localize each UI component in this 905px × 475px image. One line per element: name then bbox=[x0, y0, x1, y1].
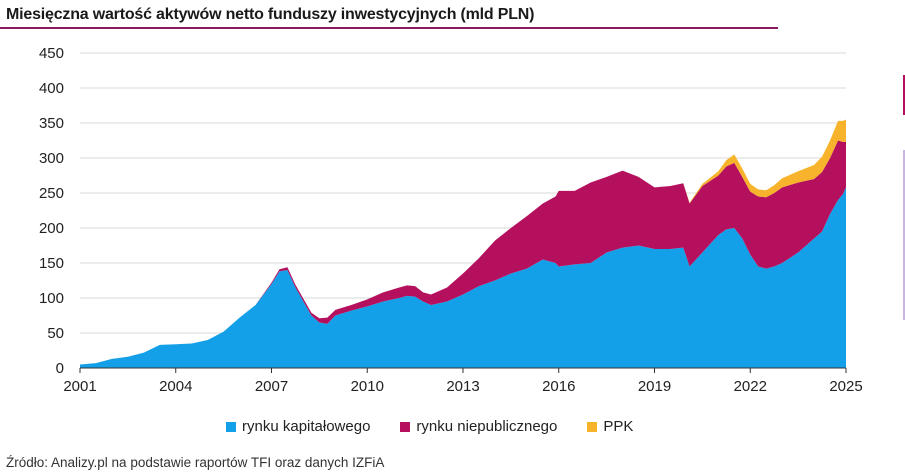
legend-item: rynku niepublicznego bbox=[400, 418, 557, 435]
y-tick-label: 50 bbox=[47, 325, 64, 342]
legend-label: rynku kapitałowego bbox=[242, 418, 371, 435]
source-note: Źródło: Analizy.pl na podstawie raportów… bbox=[6, 455, 385, 470]
x-tick-label: 2013 bbox=[446, 378, 479, 395]
x-tick-label: 2016 bbox=[542, 378, 575, 395]
area-chart: 0 50 100 150 200 250 300 350 400 450 2001 2004 2007 2… bbox=[39, 45, 863, 395]
y-tick-label: 450 bbox=[39, 45, 64, 62]
y-tick-label: 250 bbox=[39, 185, 64, 202]
legend-item: PPK bbox=[587, 418, 633, 435]
x-tick-label: 2010 bbox=[351, 378, 384, 395]
y-tick-label: 300 bbox=[39, 150, 64, 167]
legend-swatch bbox=[587, 421, 598, 432]
y-tick-label: 150 bbox=[39, 255, 64, 272]
area-series-1 bbox=[80, 187, 846, 368]
legend-swatch bbox=[400, 421, 411, 432]
x-tick-label: 2001 bbox=[63, 378, 96, 395]
x-tick-label: 2004 bbox=[159, 378, 192, 395]
x-tick-label: 2007 bbox=[255, 378, 288, 395]
y-tick-label: 350 bbox=[39, 115, 64, 132]
legend-item: rynku kapitałowego bbox=[226, 418, 370, 435]
legend-label: rynku niepublicznego bbox=[416, 418, 558, 435]
chart-legend: rynku kapitałowego rynku niepublicznego PP… bbox=[226, 418, 633, 435]
y-tick-label: 100 bbox=[39, 290, 64, 307]
x-tick-label: 2025 bbox=[829, 378, 862, 395]
y-tick-label: 0 bbox=[56, 360, 64, 377]
y-tick-label: 400 bbox=[39, 80, 64, 97]
edge-accent-mark bbox=[903, 150, 905, 320]
legend-label: PPK bbox=[603, 418, 634, 435]
chart-title: Miesięczna wartość aktywów netto fundusz… bbox=[6, 6, 535, 23]
y-tick-label: 200 bbox=[39, 220, 64, 237]
edge-accent-mark bbox=[903, 75, 905, 115]
area-series-2 bbox=[80, 140, 846, 365]
title-underline bbox=[0, 27, 778, 29]
legend-swatch bbox=[226, 421, 236, 432]
x-tick-label: 2022 bbox=[734, 378, 767, 395]
x-tick-label: 2019 bbox=[638, 378, 671, 395]
